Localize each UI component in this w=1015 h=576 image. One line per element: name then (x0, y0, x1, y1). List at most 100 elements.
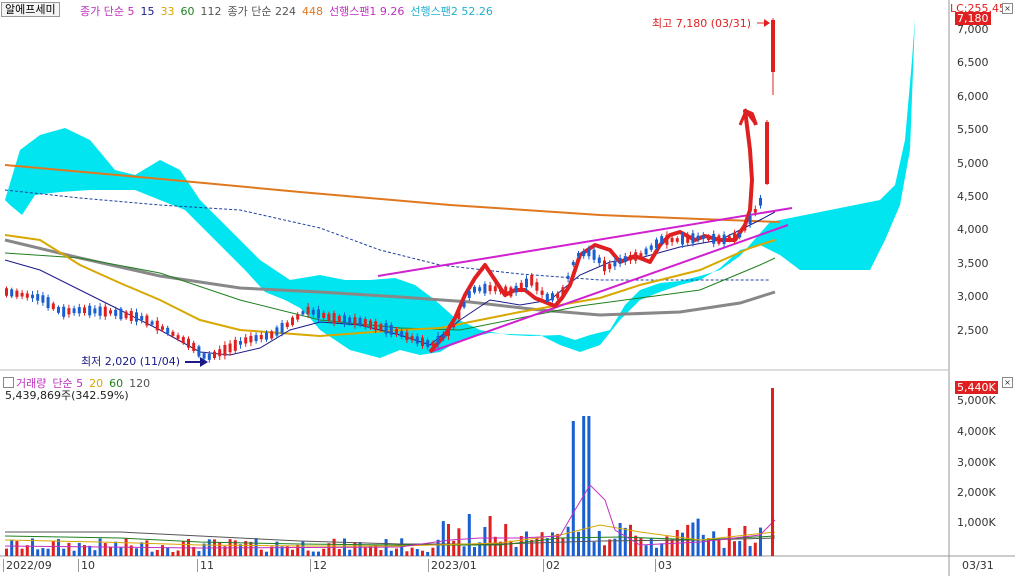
vol-ma-120-line (5, 531, 776, 545)
candle (488, 285, 492, 292)
price-legend-item-7: 선행스팬1 9.26 (328, 5, 405, 18)
ma-15-line (4, 211, 776, 356)
volume-bar (696, 518, 700, 556)
volume-bar (93, 550, 97, 556)
candle (197, 346, 201, 357)
volume-bar (57, 539, 60, 556)
candle (161, 326, 164, 330)
stock-name-box[interactable]: 알에프세미 (1, 2, 60, 17)
volume-bar (613, 538, 617, 556)
volume-bar (608, 539, 612, 556)
trend-upper-line (377, 207, 793, 277)
volume-bar (353, 542, 357, 556)
candle (36, 294, 40, 301)
candle (353, 317, 357, 326)
price-legend-item-3: 60 (180, 5, 195, 18)
trend-lower-line (429, 224, 789, 353)
volume-bar (525, 531, 528, 556)
candle (363, 319, 367, 327)
volume-bar (410, 547, 414, 556)
candle (145, 315, 149, 326)
price-legend-item-8: 선행스팬2 52.26 (410, 5, 493, 18)
candle (452, 323, 456, 328)
candle (618, 257, 622, 264)
volume-bar (239, 544, 242, 556)
candle (207, 353, 211, 360)
candle (613, 260, 617, 267)
volume-bar (306, 550, 310, 556)
candle (135, 312, 138, 322)
candle (270, 331, 274, 339)
candle (83, 307, 86, 313)
volume-bar (36, 549, 40, 556)
candle (473, 286, 476, 293)
volume-pane-button[interactable] (3, 377, 14, 388)
volume-bar (660, 543, 664, 556)
candle (67, 308, 71, 315)
price-legend: 종가 단순 5 15 33 60 112 종가 단순 224 448 선행스팬1 9.26 선행… (80, 3, 499, 19)
candle (291, 317, 294, 325)
volume-bar (634, 535, 638, 556)
volume-bar (722, 547, 726, 556)
volume-tick: 4,000K (957, 425, 996, 438)
chart-close-button[interactable]: × (1002, 3, 1013, 14)
candle (129, 310, 133, 321)
candle (25, 293, 29, 298)
candle (545, 293, 549, 302)
volume-bar (285, 546, 289, 556)
volume-bar (62, 548, 66, 556)
volume-legend-item-1: 단순 5 (52, 377, 84, 390)
candle (119, 308, 123, 320)
price-legend-item-1: 15 (140, 5, 155, 18)
candle (509, 287, 513, 297)
volume-bar (270, 546, 274, 556)
candle (556, 293, 560, 299)
spike-candle-2 (765, 122, 769, 184)
candle (285, 322, 289, 327)
volume-bar (254, 538, 258, 556)
candle (519, 282, 523, 290)
candle (738, 233, 742, 238)
candle (540, 290, 544, 295)
candle (587, 248, 591, 257)
volume-bar (519, 536, 523, 556)
volume-bar (358, 542, 362, 556)
volume-bar (483, 526, 487, 556)
volume-bar (379, 550, 383, 556)
volume-bar (46, 548, 50, 556)
volume-bar (322, 548, 326, 556)
volume-legend-item-2: 20 (89, 377, 104, 390)
volume-bar (10, 539, 14, 556)
candle (15, 290, 19, 297)
volume-bar (535, 538, 539, 556)
ma-112-line (4, 189, 770, 281)
volume-bar (135, 548, 138, 556)
volume-bar (218, 542, 222, 556)
price-tick: 7,000 (957, 23, 989, 36)
volume-bar (374, 544, 378, 556)
lc-label: LC:255.45 (950, 2, 1007, 15)
candle (10, 289, 14, 297)
volume-bar (20, 548, 24, 556)
volume-bar (395, 548, 398, 556)
volume-bar (592, 541, 596, 556)
candle (691, 233, 695, 244)
volume-bar (31, 538, 34, 556)
spike-candle-1 (771, 20, 775, 72)
volume-bar (582, 416, 586, 556)
volume-bar (540, 532, 544, 556)
candle (753, 209, 757, 213)
pane-close-button[interactable]: × (1002, 377, 1013, 388)
date-label: 03 (655, 559, 672, 572)
candle (603, 260, 606, 272)
candle (634, 252, 638, 261)
volume-bar (51, 541, 55, 556)
candle (233, 339, 237, 351)
price-tick: 5,500 (957, 123, 989, 137)
volume-bar (644, 545, 648, 556)
volume-bar (426, 551, 430, 556)
volume-bar (514, 546, 518, 556)
axis-end-date: 03/31 (962, 559, 994, 572)
candle (551, 293, 554, 301)
